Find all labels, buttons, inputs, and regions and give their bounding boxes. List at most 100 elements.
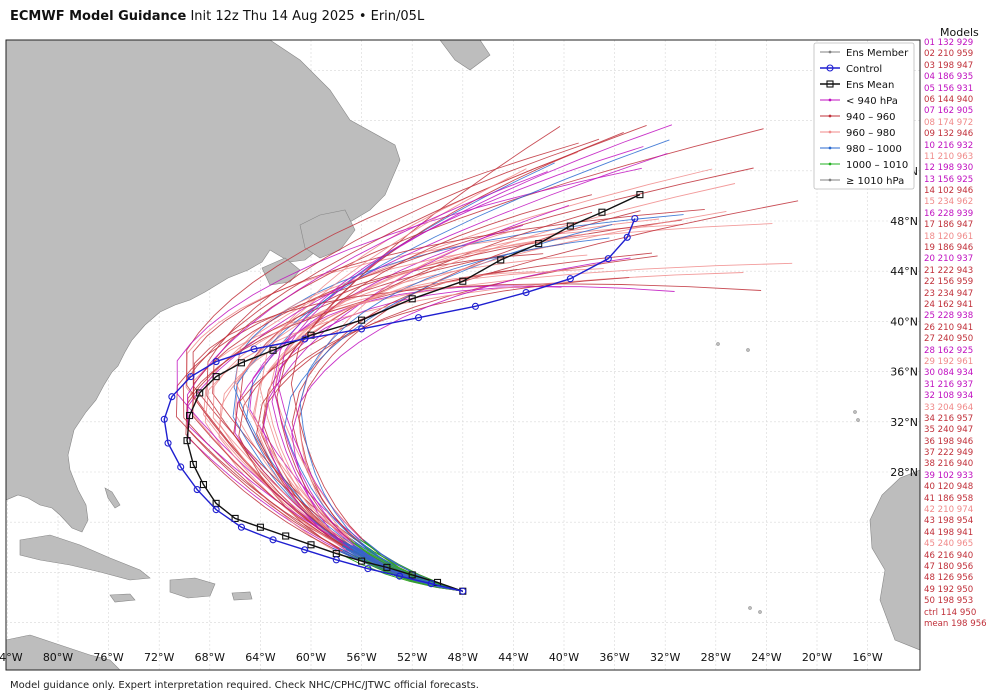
legend-marker bbox=[828, 178, 832, 182]
ensemble-mean-marker bbox=[408, 295, 416, 303]
legend-marker bbox=[828, 146, 832, 150]
legend-label: 980 – 1000 bbox=[846, 144, 902, 155]
latitude-label: 40°N bbox=[890, 315, 918, 328]
model-entry: 26 210 941 bbox=[924, 322, 974, 333]
model-entry: 19 186 946 bbox=[924, 243, 974, 254]
legend-marker bbox=[828, 162, 832, 166]
west-africa bbox=[869, 469, 920, 651]
model-entry: 08 174 972 bbox=[924, 117, 974, 128]
longitude-label: 44°W bbox=[498, 651, 528, 664]
ensemble-mean-marker bbox=[307, 541, 315, 549]
island bbox=[748, 606, 752, 610]
model-entry: 33 204 964 bbox=[924, 402, 974, 413]
model-entry: 27 240 950 bbox=[924, 334, 974, 345]
model-entry: 07 162 905 bbox=[924, 106, 974, 117]
latitude-label: 44°N bbox=[890, 265, 918, 278]
ensemble-mean-marker bbox=[269, 346, 277, 354]
page-title: ECMWF Model Guidance Init 12z Thu 14 Aug… bbox=[10, 9, 424, 24]
model-entry: 11 210 963 bbox=[924, 151, 974, 162]
legend-marker bbox=[828, 98, 832, 102]
model-entry: 30 084 934 bbox=[924, 368, 974, 379]
control-marker bbox=[522, 288, 530, 297]
latitude-label: 36°N bbox=[890, 366, 918, 379]
cuba bbox=[19, 534, 151, 581]
model-entry: 13 156 925 bbox=[924, 174, 974, 185]
ensemble-mean-marker bbox=[189, 460, 197, 469]
longitude-label: 52°W bbox=[397, 651, 427, 664]
legend-entry: 960 – 980 bbox=[820, 128, 896, 139]
ensemble-mean-marker bbox=[598, 208, 606, 216]
island bbox=[853, 410, 857, 414]
model-entry: 50 198 953 bbox=[924, 596, 974, 607]
longitude-label: 28°W bbox=[701, 651, 731, 664]
model-entry: 46 216 940 bbox=[924, 550, 974, 561]
longitude-label: 32°W bbox=[650, 651, 680, 664]
model-entry: 03 198 947 bbox=[924, 60, 974, 71]
ensemble-mean-marker bbox=[408, 571, 416, 579]
control-marker bbox=[301, 546, 309, 554]
legend-marker bbox=[828, 114, 832, 118]
ensemble-mean-marker bbox=[196, 389, 204, 397]
legend-label: 940 – 960 bbox=[846, 112, 896, 123]
model-entry: 23 234 947 bbox=[924, 288, 974, 299]
control-marker bbox=[301, 335, 309, 343]
ensemble-mean-marker bbox=[383, 563, 391, 571]
model-entry: 06 144 940 bbox=[924, 94, 974, 105]
model-entry: 31 216 937 bbox=[924, 379, 974, 390]
ensemble-mean-marker bbox=[231, 514, 239, 522]
control-marker bbox=[623, 233, 631, 241]
model-entry: 38 216 940 bbox=[924, 459, 974, 470]
longitude-label: 68°W bbox=[195, 651, 225, 664]
model-entry: ctrl 114 950 bbox=[924, 607, 977, 618]
south-america-tip bbox=[6, 634, 121, 670]
model-entry: 47 180 956 bbox=[924, 561, 974, 572]
island bbox=[746, 348, 750, 352]
legend-label: Ens Member bbox=[846, 48, 909, 59]
title-init: Init 12z Thu 14 Aug 2025 • Erin/05L bbox=[190, 9, 425, 24]
greenland-tip bbox=[439, 40, 491, 71]
puerto-rico bbox=[231, 591, 253, 601]
legend-entry: 980 – 1000 bbox=[820, 144, 902, 155]
ensemble-mean-marker bbox=[199, 480, 208, 489]
model-entry: 37 222 949 bbox=[924, 448, 974, 459]
legend-label: ≥ 1010 hPa bbox=[846, 176, 904, 187]
model-entry: 44 198 941 bbox=[924, 527, 974, 538]
control-marker bbox=[269, 536, 277, 544]
model-entry: 18 120 961 bbox=[924, 231, 974, 242]
control-marker bbox=[187, 373, 195, 381]
longitude-label: 72°W bbox=[144, 651, 174, 664]
ensemble-mean-marker bbox=[459, 277, 467, 285]
model-entry: 09 132 946 bbox=[924, 129, 974, 140]
control-marker bbox=[471, 302, 480, 310]
model-entry: 25 228 938 bbox=[924, 311, 974, 322]
ensemble-mean-marker bbox=[237, 359, 245, 367]
model-entry: mean 198 956 bbox=[924, 618, 987, 629]
model-entry: 35 240 947 bbox=[924, 425, 974, 436]
models-list: 01 132 929 02 210 959 03 198 947 04 186 935… bbox=[924, 38, 1000, 630]
model-entry: 21 222 943 bbox=[924, 265, 974, 276]
legend-marker bbox=[828, 130, 832, 134]
legend-entry: ≥ 1010 hPa bbox=[820, 176, 904, 187]
model-entry: 40 120 948 bbox=[924, 482, 974, 493]
model-entry: 42 210 974 bbox=[924, 505, 974, 516]
ensemble-mean-marker bbox=[212, 373, 220, 381]
longitude-label: 76°W bbox=[93, 651, 123, 664]
ensemble-mean-marker bbox=[358, 557, 366, 565]
control-marker bbox=[631, 214, 639, 223]
longitude-label: 24°W bbox=[751, 651, 781, 664]
model-entry: 41 186 958 bbox=[924, 493, 974, 504]
control-marker bbox=[237, 523, 245, 531]
legend-marker bbox=[828, 50, 832, 54]
ensemble-mean-marker bbox=[186, 411, 194, 420]
ensemble-mean-marker bbox=[183, 437, 191, 445]
control-marker bbox=[364, 565, 372, 573]
model-entry: 01 132 929 bbox=[924, 38, 974, 48]
model-entry: 36 198 946 bbox=[924, 436, 974, 447]
control-marker bbox=[459, 587, 467, 595]
longitude-label: 60°W bbox=[296, 651, 326, 664]
legend-entry: Control bbox=[820, 64, 882, 75]
title-model: ECMWF Model Guidance bbox=[10, 9, 187, 24]
model-entry: 48 126 956 bbox=[924, 573, 974, 584]
longitude-label: 16°W bbox=[852, 651, 882, 664]
